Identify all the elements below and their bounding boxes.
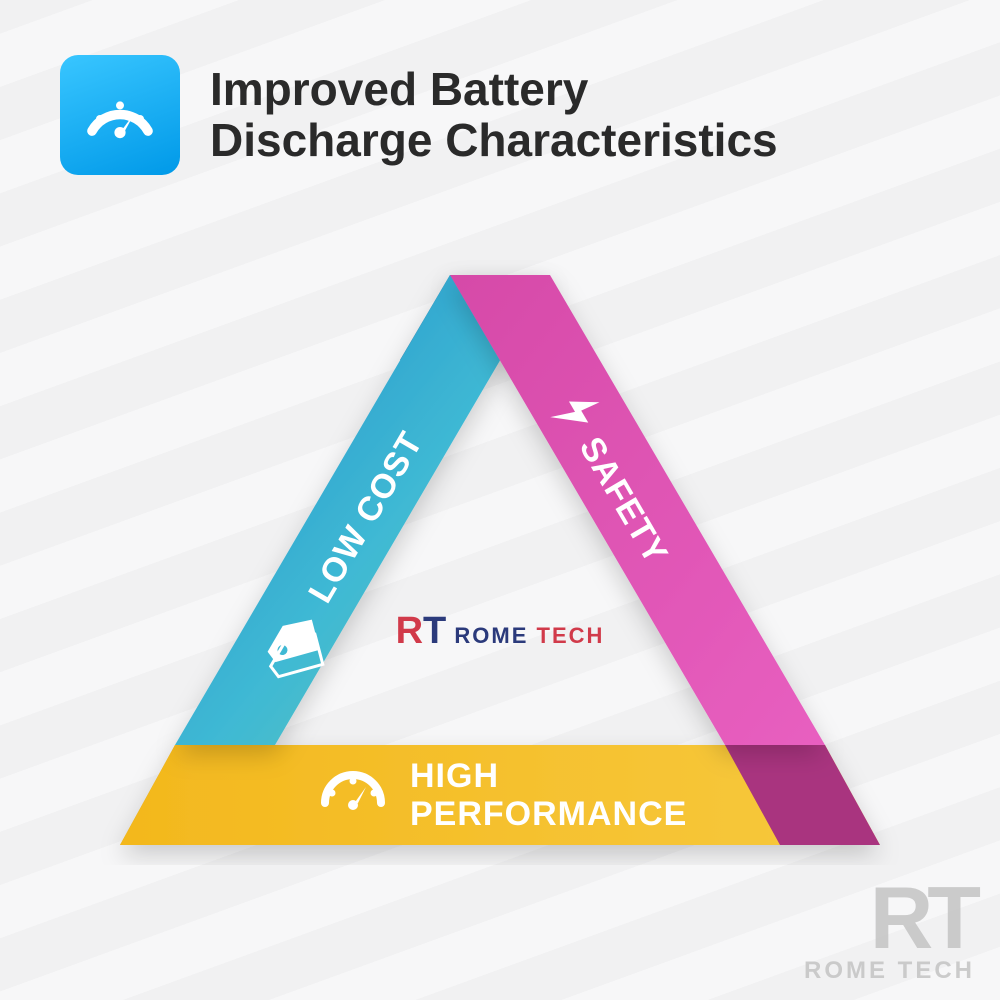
logo-rome: ROME — [454, 623, 528, 648]
high-label: HIGH — [410, 757, 499, 795]
watermark-small: ROME TECH — [804, 957, 975, 985]
logo-t: T — [423, 610, 446, 652]
triangle-infographic: LOW COST SAFETY HIGH PERFORMANCE — [120, 275, 880, 925]
page-title: Improved BatteryDischarge Characteristic… — [210, 64, 778, 165]
gauge-icon-box — [60, 55, 180, 175]
watermark: RT ROME TECH — [804, 883, 975, 985]
header: Improved BatteryDischarge Characteristic… — [60, 55, 778, 175]
gauge-icon — [80, 75, 160, 155]
logo-tech: TECH — [537, 623, 605, 648]
logo-r: R — [396, 610, 423, 652]
performance-label: PERFORMANCE — [410, 795, 687, 833]
watermark-big: RT — [804, 883, 975, 953]
center-logo: RT ROME TECH — [0, 610, 1000, 653]
title-line1: Improved BatteryDischarge Characteristic… — [210, 63, 778, 166]
